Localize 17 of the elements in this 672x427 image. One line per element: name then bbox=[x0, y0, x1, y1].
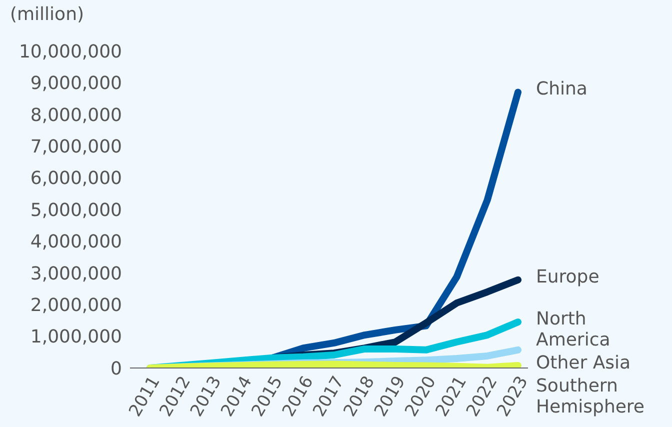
y-tick-label: 5,000,000 bbox=[30, 200, 122, 221]
series-label: North America bbox=[536, 308, 610, 350]
series-label: China bbox=[536, 78, 588, 100]
y-tick-label: 1,000,000 bbox=[30, 326, 122, 348]
y-tick-label: 7,000,000 bbox=[30, 136, 122, 158]
y-axis-title: (million) bbox=[10, 4, 84, 25]
y-tick-label: 0 bbox=[110, 358, 122, 380]
series-label: Other Asia bbox=[536, 352, 631, 374]
y-tick-label: 6,000,000 bbox=[30, 168, 122, 190]
series-label: Europe bbox=[536, 266, 600, 288]
y-tick-label: 9,000,000 bbox=[30, 73, 122, 94]
series-label: Southern Hemisphere bbox=[536, 375, 645, 418]
y-tick-label: 2,000,000 bbox=[30, 294, 122, 316]
y-tick-label: 8,000,000 bbox=[30, 104, 122, 126]
y-tick-label: 4,000,000 bbox=[30, 232, 122, 253]
y-tick-label: 3,000,000 bbox=[30, 263, 122, 284]
y-tick-label: 10,000,000 bbox=[18, 41, 122, 62]
